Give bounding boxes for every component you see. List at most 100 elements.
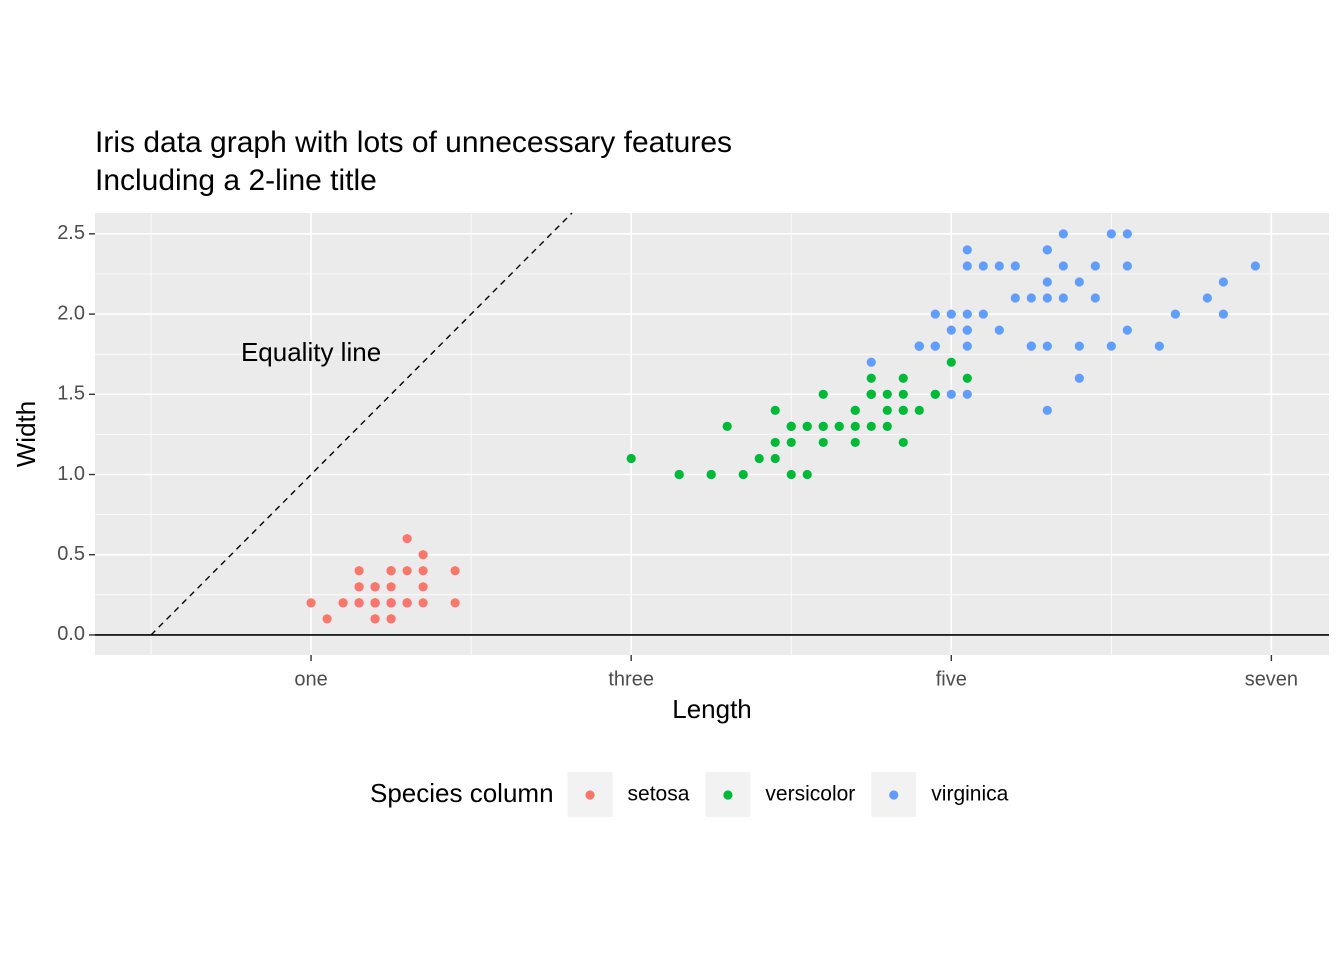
point [1218,309,1228,319]
point [1170,309,1180,319]
point [786,469,796,480]
point [962,245,972,255]
legend-title: Species column [370,778,554,808]
annotation: Equality line [241,337,381,367]
x-tick-label: five [936,668,967,690]
point [322,614,332,624]
point [1090,261,1100,271]
point [402,534,412,544]
point [1218,277,1228,287]
point [1074,277,1084,287]
legend-symbol [723,790,733,800]
point [1250,261,1260,271]
point [402,566,412,576]
point [1010,261,1020,271]
point [802,421,812,431]
point [930,389,940,399]
point [1058,229,1068,239]
equality-line [150,212,573,636]
plot-panel [95,213,1329,655]
point [1010,293,1020,303]
point [418,582,428,592]
x-axis-title: Length [672,694,752,724]
point [1042,405,1052,415]
point [994,261,1004,271]
point [818,389,828,399]
point [866,357,876,367]
point [866,421,876,431]
point [946,357,956,367]
point [898,389,908,399]
y-tick-label: 2.5 [57,222,85,244]
point [850,405,860,415]
legend-symbol [889,790,899,800]
point [850,437,860,448]
point [1122,325,1132,335]
point [1106,229,1116,239]
point [882,421,892,431]
point [1090,293,1100,303]
point [626,453,636,464]
point [1202,293,1212,303]
point [962,325,972,335]
y-axis-title: Width [11,401,41,467]
point [354,582,364,592]
point [674,469,684,480]
point [786,437,796,448]
point [386,566,396,576]
point [930,309,940,319]
point [1154,341,1164,351]
point [1122,261,1132,271]
point [898,437,908,448]
point [386,614,396,624]
point [370,598,380,608]
point [402,598,412,608]
y-tick-label: 0.0 [57,623,85,645]
point [962,309,972,319]
point [1106,341,1116,351]
point [354,566,364,576]
point [418,566,428,576]
point [930,341,940,351]
point [818,437,828,448]
point [850,421,860,431]
point [962,373,972,383]
point [738,469,748,480]
point [962,261,972,271]
point [338,598,348,608]
point [882,389,892,399]
point [946,389,956,399]
legend-label: virginica [931,783,1008,806]
point [1058,261,1068,271]
point [978,261,988,271]
x-tick-label: three [608,668,654,690]
point [898,373,908,383]
point [946,325,956,335]
legend-label: versicolor [765,783,855,806]
point [354,598,364,608]
point [1122,229,1132,239]
point [978,309,988,319]
point [834,421,844,431]
point [946,309,956,319]
point [1026,293,1036,303]
y-tick-label: 0.5 [57,543,85,565]
x-tick-label: seven [1245,668,1298,690]
point [450,566,460,576]
point [370,614,380,624]
point [1026,341,1036,351]
point [770,405,780,415]
point [866,389,876,399]
point [866,373,876,383]
y-tick-label: 2.0 [57,302,85,324]
point [962,389,972,399]
point [1042,341,1052,351]
point [914,405,924,415]
chart-subtitle: Including a 2-line title [95,164,377,197]
point [386,582,396,592]
point [770,437,780,448]
point [882,405,892,415]
point [722,421,732,431]
